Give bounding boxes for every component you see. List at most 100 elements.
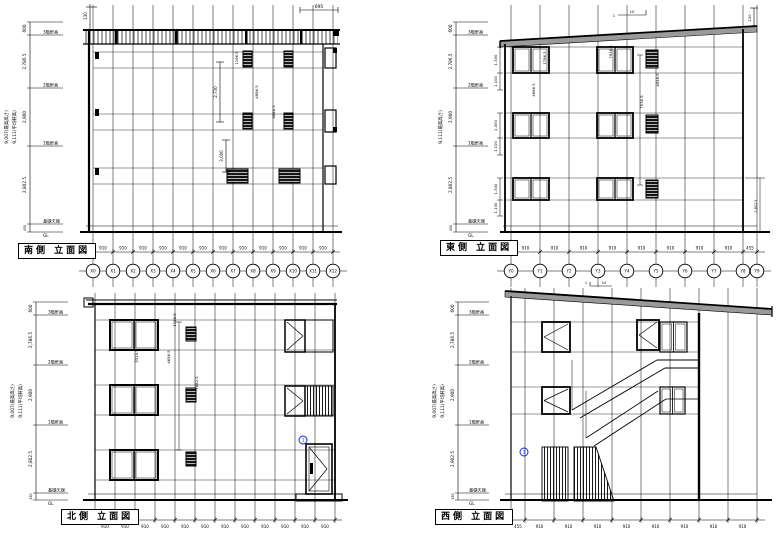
height-dim: 7536.5 <box>639 95 644 109</box>
span-dim: 910 <box>580 246 588 251</box>
dim-row-slash <box>130 249 136 255</box>
grid-bubble-label: X3 <box>150 269 156 274</box>
stair-stringer <box>571 359 658 411</box>
dim-value: 600 <box>450 304 455 312</box>
vent-window <box>283 112 294 130</box>
wall-mark <box>95 109 99 116</box>
grid-bubble <box>165 263 181 279</box>
vent-window <box>226 168 249 184</box>
dim-row-slash <box>212 517 218 523</box>
dim-value: 450 <box>23 225 27 231</box>
vent-window <box>278 168 301 184</box>
east-elevation-title: 東側 立面図 <box>440 240 519 256</box>
dim-value: 600 <box>22 24 27 32</box>
louver-panel <box>304 385 334 417</box>
span-dim: 910 <box>652 524 660 529</box>
door-handle <box>310 463 313 474</box>
dim-row-slash <box>609 517 615 523</box>
dim-value: 2,786.5 <box>448 53 453 69</box>
grid-bubble <box>677 263 693 279</box>
span-dim: 910 <box>739 524 747 529</box>
height-dim: 4696.5 <box>166 350 171 364</box>
stair-stringer <box>579 367 666 419</box>
span-dim: 910 <box>301 524 309 529</box>
grid-bubble <box>749 263 765 279</box>
floor-label: 3階軒高 <box>48 309 63 316</box>
window-pane <box>616 179 632 199</box>
dim-row-slash <box>551 517 557 523</box>
span-dim: 910 <box>161 524 169 529</box>
span-dim: 910 <box>536 524 544 529</box>
stair-stringer <box>585 390 659 439</box>
grid-bubble <box>285 263 301 279</box>
floor-label: 基礎天端 <box>43 218 60 225</box>
side-panel <box>324 47 337 69</box>
dim-row-slash <box>580 517 586 523</box>
floor-label: 1階軒高 <box>48 419 63 426</box>
grid-bubble-rows: 910 910 910 910 910 910 910 910 910 910 910 910 X0 X1… <box>79 246 771 287</box>
grid-bubble-label: X1 <box>110 269 116 274</box>
window-pane <box>616 48 632 72</box>
grid-bubble-label: Y3 <box>595 269 601 274</box>
parapet-end-block <box>333 29 339 36</box>
height-dim: 1796.5 <box>542 51 547 65</box>
dim-value: 2,902.5 <box>450 451 455 467</box>
window-pane <box>675 323 686 351</box>
dim-row-slash <box>682 249 688 255</box>
span-dim: 910 <box>259 246 267 251</box>
grid-bubble <box>503 263 519 279</box>
west-elevation: 10 1 1 455 910 910 910 910 910 910 910 910 600 2,786.… <box>431 281 773 529</box>
window-pane <box>135 386 157 414</box>
window-pane <box>661 388 671 413</box>
opening-mark <box>543 323 569 338</box>
overall-height: 9,007(最高高さ) <box>431 384 438 418</box>
dim-row-slash <box>210 249 216 255</box>
grid-bubble <box>125 263 141 279</box>
span-dim: 910 <box>725 246 733 251</box>
span-dim: 910 <box>696 246 704 251</box>
stair-hatch-ramp <box>573 446 615 502</box>
parapet-post <box>245 30 248 44</box>
dim-row-slash <box>172 517 178 523</box>
window-pane <box>598 48 614 72</box>
dim-row-slash <box>332 517 338 523</box>
height-dim: 5319.5 <box>134 349 139 363</box>
keyplan-marker <box>519 447 529 457</box>
grid-bubble-label: Y7 <box>711 269 717 274</box>
span-dim: 910 <box>101 524 109 529</box>
gl-label: GL <box>468 233 474 238</box>
parapet-hatch <box>85 30 338 44</box>
parapet-post <box>300 30 303 44</box>
vent-window <box>645 179 659 199</box>
window-pane <box>532 179 548 199</box>
dim-row-slash <box>638 517 644 523</box>
window-pane <box>598 114 614 137</box>
floor-label: 1階軒高 <box>43 140 58 147</box>
window-pane <box>674 388 684 413</box>
span-dim: 910 <box>221 524 229 529</box>
span-dim: 910 <box>179 246 187 251</box>
grid-bubble-label: X6 <box>210 269 216 274</box>
dim-row-slash <box>192 517 198 523</box>
slope-rise: 1 <box>585 281 587 285</box>
grid-bubble-label: X0 <box>90 269 96 274</box>
grid-bubble <box>145 263 161 279</box>
overall-height: 9,007(最高高さ) <box>3 110 10 144</box>
gl-label: GL <box>469 501 475 506</box>
dim-value: 130 <box>747 14 752 22</box>
line <box>286 387 304 402</box>
height-dim: 4938.5 <box>655 73 660 87</box>
height-dim: 7936.5 <box>608 45 613 59</box>
side-panel <box>304 319 334 353</box>
dim-value: 600 <box>448 24 453 32</box>
span-dim: 910 <box>121 524 129 529</box>
side-panel <box>324 165 337 185</box>
grid-bubble-label: Y1 <box>537 269 543 274</box>
dim-row-slash <box>292 517 298 523</box>
window-pane <box>514 179 530 199</box>
dim-row-slash <box>624 249 630 255</box>
opening-mark <box>638 321 658 336</box>
opening-mark <box>638 334 658 349</box>
grid-bubble-label: X7 <box>230 269 236 274</box>
